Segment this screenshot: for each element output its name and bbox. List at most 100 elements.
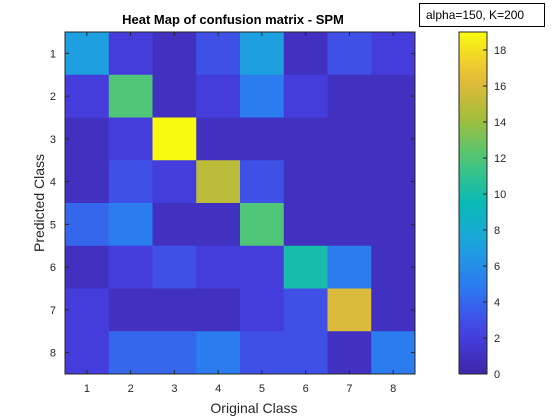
heatmap-cell (240, 288, 285, 332)
heatmap-cell (240, 203, 285, 247)
y-tick-label: 6 (50, 262, 56, 274)
heatmap-cell (65, 245, 110, 289)
x-axis-label: Original Class (210, 400, 297, 416)
y-tick-label: 1 (50, 48, 56, 60)
colorbar-tick-label: 18 (494, 45, 506, 57)
heatmap-cell (283, 331, 328, 375)
heatmap-cell (371, 245, 416, 289)
colorbar-tick-label: 16 (494, 81, 506, 93)
heatmap-cell (327, 117, 372, 161)
colorbar-tick-label: 8 (494, 225, 500, 237)
x-tick-label: 3 (171, 383, 177, 395)
heatmap-cell (108, 203, 153, 247)
x-axis-ticks: 1 2 3 4 5 6 7 8 (84, 32, 396, 395)
heatmap-cell (65, 74, 110, 118)
heatmap-cell (152, 245, 197, 289)
heatmap-cell (152, 74, 197, 118)
heatmap-cell (108, 32, 153, 76)
heatmap-cell (283, 203, 328, 247)
heatmap-cell (240, 74, 285, 118)
heatmap-cell (196, 32, 241, 76)
heatmap-cell (283, 245, 328, 289)
heatmap-cell (240, 32, 285, 76)
heatmap-cell (371, 32, 416, 76)
y-tick-label: 8 (50, 348, 56, 360)
heatmap-cell (65, 331, 110, 375)
heatmap-cell (196, 74, 241, 118)
heatmap-cell (196, 245, 241, 289)
heatmap-cell (283, 288, 328, 332)
heatmap-cell (65, 288, 110, 332)
heatmap-cell (371, 74, 416, 118)
heatmap-cell (108, 245, 153, 289)
heatmap-cell (327, 331, 372, 375)
x-tick-label: 2 (128, 383, 134, 395)
heatmap-cell (196, 331, 241, 375)
heatmap-cell (371, 331, 416, 375)
heatmap-cell (152, 331, 197, 375)
heatmap-cell (152, 203, 197, 247)
heatmap-cells (65, 32, 416, 375)
heatmap-cell (65, 160, 110, 204)
heatmap-cell (152, 288, 197, 332)
colorbar-tick-label: 4 (494, 297, 500, 309)
heatmap-cell (327, 160, 372, 204)
heatmap-cell (65, 203, 110, 247)
colorbar-tick-label: 2 (494, 333, 500, 345)
heatmap-cell (152, 160, 197, 204)
plot-area-frame (64, 31, 416, 375)
heatmap-cell (371, 203, 416, 247)
heatmap-cell (240, 245, 285, 289)
heatmap-cell (108, 331, 153, 375)
heatmap-cell (327, 245, 372, 289)
heatmap-cell (65, 117, 110, 161)
y-tick-label: 2 (50, 91, 56, 103)
heatmap-cell (196, 160, 241, 204)
y-tick-label: 5 (50, 219, 56, 231)
y-axis-label: Predicted Class (31, 154, 47, 252)
chart-title: Heat Map of confusion matrix - SPM (122, 12, 344, 27)
colorbar-tick-label: 10 (494, 189, 506, 201)
y-axis-ticks: 1 2 3 4 5 6 7 8 (50, 48, 415, 360)
heatmap-cell (371, 160, 416, 204)
heatmap-cell (108, 160, 153, 204)
colorbar-tick-label: 14 (494, 117, 506, 129)
heatmap-cell (283, 74, 328, 118)
heatmap-cell (283, 117, 328, 161)
heatmap-cell (196, 203, 241, 247)
heatmap-cell (108, 288, 153, 332)
colorbar-ticks: 0 2 4 6 8 10 12 14 16 18 (483, 45, 506, 381)
heatmap-cell (65, 32, 110, 76)
x-tick-label: 6 (303, 383, 309, 395)
x-tick-label: 1 (84, 383, 90, 395)
heatmap-cell (283, 160, 328, 204)
heatmap-cell (152, 117, 197, 161)
heatmap-cell (108, 74, 153, 118)
heatmap-cell (327, 203, 372, 247)
y-tick-label: 3 (50, 134, 56, 146)
x-tick-label: 4 (215, 383, 221, 395)
x-tick-label: 7 (346, 383, 352, 395)
heatmap-cell (327, 288, 372, 332)
heatmap-cell (371, 288, 416, 332)
heatmap-cell (240, 331, 285, 375)
heatmap-cell (327, 32, 372, 76)
x-tick-label: 5 (259, 383, 265, 395)
heatmap-cell (152, 32, 197, 76)
heatmap-cell (283, 32, 328, 76)
heatmap-cell (371, 117, 416, 161)
parameter-annotation: alpha=150, K=200 (419, 3, 545, 27)
heatmap-cell (196, 288, 241, 332)
colorbar-tick-label: 0 (494, 369, 500, 381)
x-tick-label: 8 (390, 383, 396, 395)
colorbar-tick-label: 12 (494, 153, 506, 165)
heatmap-cell (327, 74, 372, 118)
y-tick-label: 7 (50, 305, 56, 317)
y-tick-label: 4 (50, 177, 56, 189)
colorbar (458, 31, 488, 375)
heatmap-cell (240, 160, 285, 204)
colorbar-tick-label: 6 (494, 261, 500, 273)
heatmap-cell (196, 117, 241, 161)
heatmap-cell (240, 117, 285, 161)
